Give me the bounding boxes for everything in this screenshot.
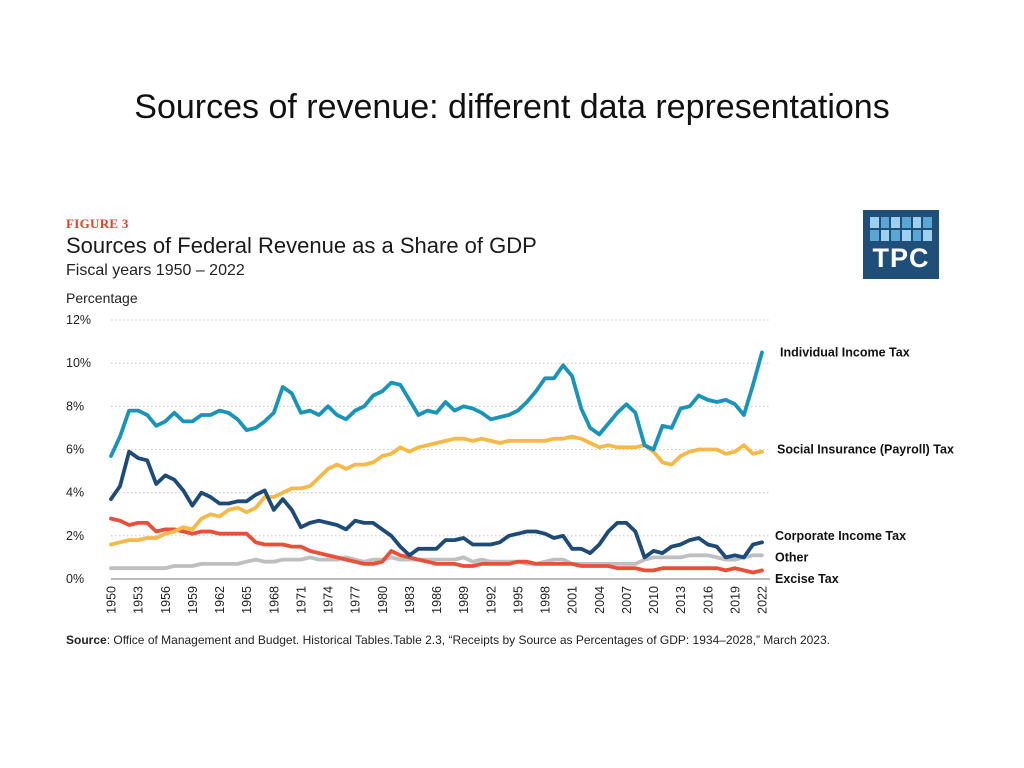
x-tick-label: 1959 <box>186 586 200 614</box>
series-line-other <box>109 553 764 571</box>
y-tick-label: 8% <box>66 399 84 413</box>
x-tick-label: 1980 <box>376 586 390 614</box>
logo-grid-graphic <box>870 217 932 241</box>
x-tick-label: 1968 <box>267 586 281 614</box>
grid-lines <box>111 319 770 580</box>
figure-title: Sources of Federal Revenue as a Share of… <box>66 233 537 258</box>
x-tick-label: 2022 <box>756 586 770 614</box>
x-tick-label: 1953 <box>132 586 146 614</box>
series-lines <box>109 350 764 575</box>
y-tick-label: 12% <box>66 313 91 327</box>
y-tick-label: 4% <box>66 486 84 500</box>
source-note: Source: Office of Management and Budget.… <box>66 633 830 647</box>
figure-label: FIGURE 3 <box>66 216 129 231</box>
y-tick-label: 0% <box>66 572 84 586</box>
x-tick-label: 2004 <box>593 586 607 614</box>
x-tick-label: 2016 <box>701 586 715 614</box>
x-tick-label: 2007 <box>620 586 634 614</box>
legend: Individual Income Tax Social Insurance (P… <box>775 345 954 586</box>
legend-label: Other <box>775 550 808 564</box>
x-tick-label: 1962 <box>213 586 227 614</box>
x-tick-label: 1974 <box>322 586 336 614</box>
x-tick-label: 1983 <box>403 586 417 614</box>
x-tick-label: 2013 <box>674 586 688 614</box>
legend-label: Individual Income Tax <box>780 345 910 359</box>
series-line-social-insurance-payroll-tax <box>109 434 764 547</box>
x-tick-label: 1965 <box>240 586 254 614</box>
y-tick-label: 10% <box>66 356 91 370</box>
source-text: : Office of Management and Budget. Histo… <box>106 633 830 647</box>
x-tick-label: 1986 <box>430 586 444 614</box>
x-tick-label: 2019 <box>728 586 742 614</box>
x-tick-label: 1956 <box>159 586 173 614</box>
x-tick-label: 1977 <box>349 586 363 614</box>
series-line-individual-income-tax <box>109 350 764 458</box>
logo-text: TPC <box>872 243 930 273</box>
tpc-logo: TPC <box>863 210 939 279</box>
x-tick-label: 1998 <box>539 586 553 614</box>
x-tick-label: 2010 <box>647 586 661 614</box>
legend-label: Excise Tax <box>775 572 839 586</box>
source-label: Source <box>66 633 107 647</box>
slide-title: Sources of revenue: different data repre… <box>134 88 890 126</box>
x-tick-label: 1950 <box>105 586 119 614</box>
legend-label: Social Insurance (Payroll) Tax <box>777 443 954 457</box>
y-axis-label: Percentage <box>66 290 138 306</box>
x-tick-label: 1995 <box>511 586 525 614</box>
y-tick-labels: 0% 2% 4% 6% 8% 10% 12% <box>66 313 91 586</box>
series-line-excise-tax <box>109 516 764 575</box>
x-tick-label: 1989 <box>457 586 471 614</box>
x-tick-label: 1992 <box>484 586 498 614</box>
y-tick-label: 6% <box>66 443 84 457</box>
x-tick-label: 2001 <box>566 586 580 614</box>
legend-label: Corporate Income Tax <box>775 529 906 543</box>
x-tick-label: 1971 <box>294 586 308 614</box>
x-tick-labels: 1950 1953 1956 1959 1962 1965 1968 1971 1974 1977… <box>105 586 770 614</box>
figure-subtitle: Fiscal years 1950 – 2022 <box>66 262 245 279</box>
series-line-corporate-income-tax <box>109 449 764 560</box>
y-tick-label: 2% <box>66 529 84 543</box>
